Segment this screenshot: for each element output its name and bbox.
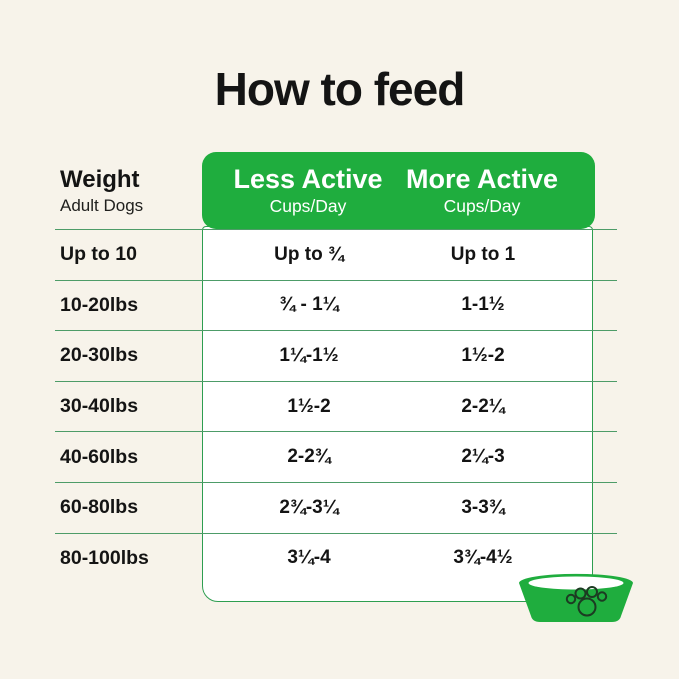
table-row: 10-20lbs ¾ - 1¼ 1-1½ (55, 279, 617, 331)
less-active-cell: Up to ¾ (274, 243, 344, 265)
table-row: 20-30lbs 1¼-1½ 1½-2 (55, 330, 617, 381)
weight-column-header: Weight Adult Dogs (60, 167, 143, 216)
weight-header-title: Weight (60, 166, 140, 193)
weight-cell: 20-30lbs (60, 344, 139, 367)
more-active-cell: 3-3¾ (461, 496, 505, 518)
less-active-cell: ¾ - 1¼ (279, 294, 339, 316)
weight-cell: 30-40lbs (60, 395, 139, 418)
less-active-label: Less Active (233, 163, 383, 194)
less-active-cell: 2¾-3¼ (279, 496, 339, 518)
weight-cell: 60-80lbs (60, 496, 139, 519)
less-active-cell: 2-2¾ (287, 446, 331, 468)
table-row: 40-60lbs 2-2¾ 2¼-3 (55, 431, 617, 482)
more-active-cell: 3¾-4½ (453, 547, 513, 569)
table-row: 60-80lbs 2¾-3¼ 3-3¾ (55, 481, 617, 533)
table-row: 80-100lbs 3¼-4 3¾-4½ (55, 532, 617, 584)
more-active-cell: 2¼-3 (461, 446, 505, 468)
table-column-headers: Less Active Cups/Day More Active Cups/Da… (202, 152, 595, 229)
more-active-cell: 1-1½ (461, 294, 505, 316)
more-active-cell: 2-2¼ (461, 395, 505, 417)
weight-cell: 40-60lbs (60, 445, 139, 468)
more-active-cell: 1½-2 (461, 344, 505, 366)
table-row: 30-40lbs 1½-2 2-2¼ (55, 380, 617, 432)
less-active-sublabel: Cups/Day (269, 195, 347, 216)
more-active-label: More Active (405, 163, 559, 194)
table-row: Up to 10 Up to ¾ Up to 1 (55, 229, 617, 280)
weight-cell: Up to 10 (60, 243, 137, 266)
less-active-header: Less Active Cups/Day (233, 152, 382, 229)
more-active-header: More Active Cups/Day (406, 152, 558, 229)
more-active-cell: Up to 1 (450, 243, 516, 265)
less-active-cell: 1½-2 (287, 395, 331, 417)
less-active-cell: 1¼-1½ (279, 344, 339, 366)
dog-bowl-graphic (519, 573, 633, 622)
weight-cell: 80-100lbs (60, 546, 149, 569)
weight-header-subtitle: Adult Dogs (60, 196, 144, 216)
more-active-sublabel: Cups/Day (443, 195, 521, 216)
dog-bowl-icon (517, 572, 635, 624)
bowl-opening (528, 576, 624, 590)
feeding-table-rows: Up to 10 Up to ¾ Up to 1 10-20lbs ¾ - 1¼… (55, 229, 617, 583)
table-body-panel (202, 226, 593, 602)
less-active-cell: 3¼-4 (287, 547, 331, 569)
weight-cell: 10-20lbs (60, 293, 139, 316)
page-title: How to feed (214, 63, 466, 115)
paw-print-icon (565, 586, 608, 617)
